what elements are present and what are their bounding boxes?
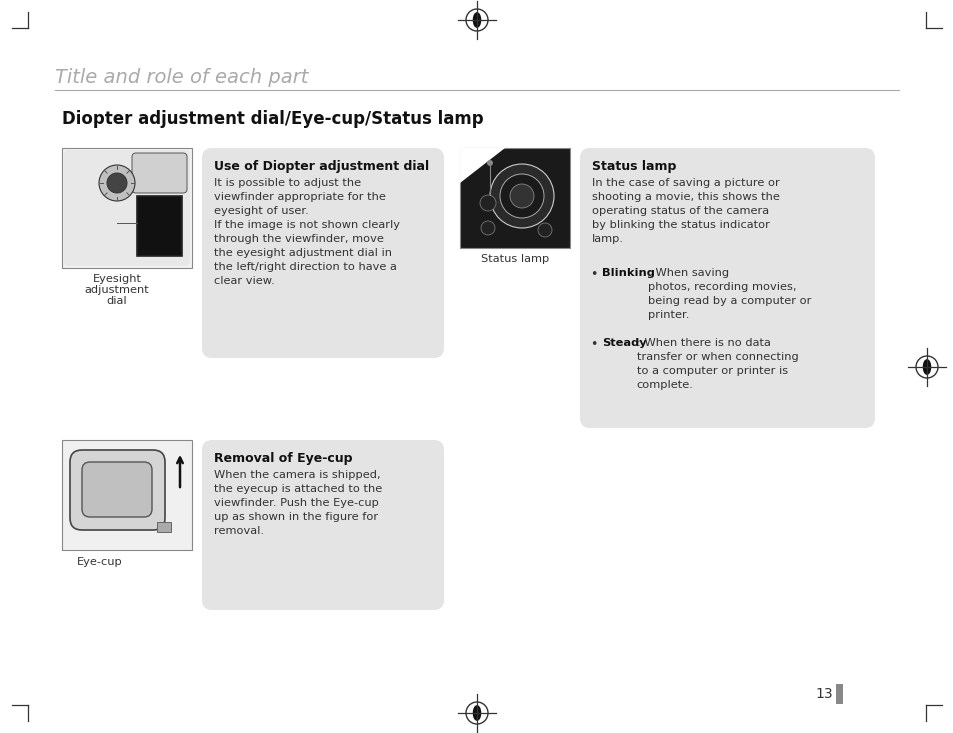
Circle shape (499, 174, 543, 218)
FancyBboxPatch shape (70, 450, 165, 530)
Text: •: • (589, 338, 597, 351)
Text: Diopter adjustment dial/Eye-cup/Status lamp: Diopter adjustment dial/Eye-cup/Status l… (62, 110, 483, 128)
FancyBboxPatch shape (202, 440, 443, 610)
Text: Eye-cup: Eye-cup (77, 557, 123, 567)
Circle shape (486, 160, 493, 166)
Ellipse shape (473, 13, 480, 27)
Bar (62, 440, 192, 550)
Bar (459, 148, 569, 248)
FancyBboxPatch shape (202, 148, 443, 358)
FancyBboxPatch shape (64, 150, 190, 266)
Circle shape (490, 164, 554, 228)
FancyBboxPatch shape (579, 148, 874, 428)
FancyBboxPatch shape (82, 462, 152, 517)
Text: 13: 13 (815, 687, 832, 701)
Text: Steady: Steady (601, 338, 646, 348)
Text: Use of Diopter adjustment dial: Use of Diopter adjustment dial (213, 160, 429, 173)
Text: Status lamp: Status lamp (480, 254, 549, 264)
Text: adjustment: adjustment (85, 285, 150, 295)
Circle shape (479, 195, 496, 211)
Bar (157, 522, 171, 532)
Bar (835, 684, 842, 704)
Text: Title and role of each part: Title and role of each part (55, 68, 308, 87)
Circle shape (510, 184, 534, 208)
Bar (62, 148, 192, 268)
Text: Eyesight: Eyesight (92, 274, 141, 284)
Circle shape (99, 165, 135, 201)
Circle shape (480, 221, 495, 235)
Text: •: • (589, 268, 597, 281)
Bar (137, 196, 182, 256)
FancyBboxPatch shape (132, 153, 187, 193)
Text: Removal of Eye-cup: Removal of Eye-cup (213, 452, 352, 465)
Text: : When saving
photos, recording movies,
being read by a computer or
printer.: : When saving photos, recording movies, … (648, 268, 811, 320)
Ellipse shape (923, 360, 929, 374)
Text: When the camera is shipped,
the eyecup is attached to the
viewfinder. Push the E: When the camera is shipped, the eyecup i… (213, 470, 382, 536)
Ellipse shape (473, 706, 480, 720)
Text: It is possible to adjust the
viewfinder appropriate for the
eyesight of user.
If: It is possible to adjust the viewfinder … (213, 178, 399, 286)
Text: Blinking: Blinking (601, 268, 654, 278)
Text: Status lamp: Status lamp (592, 160, 676, 173)
Text: : When there is no data
transfer or when connecting
to a computer or printer is
: : When there is no data transfer or when… (637, 338, 798, 390)
Text: In the case of saving a picture or
shooting a movie, this shows the
operating st: In the case of saving a picture or shoot… (592, 178, 779, 244)
Circle shape (537, 223, 552, 237)
Circle shape (107, 173, 127, 193)
Text: dial: dial (107, 296, 127, 306)
Polygon shape (459, 148, 504, 183)
